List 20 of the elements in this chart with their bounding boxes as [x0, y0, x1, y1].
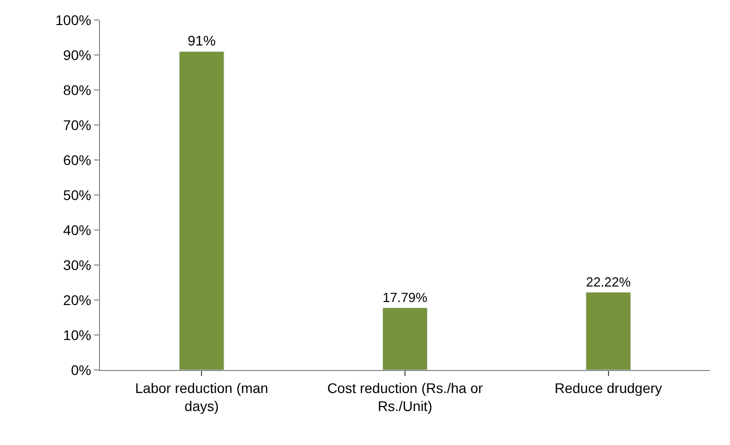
bar [382, 307, 428, 370]
x-tick-label: Cost reduction (Rs./ha or Rs./Unit) [327, 380, 484, 414]
y-tick-label: 60% [63, 152, 92, 168]
y-tick-label: 30% [63, 256, 92, 273]
y-tick-label: 70% [63, 116, 92, 133]
x-tick-label: Labor reduction (man days) [135, 380, 268, 414]
data-label: 22.22% [586, 274, 631, 290]
y-tick-label: 50% [63, 186, 92, 203]
bar [586, 292, 631, 370]
bar [179, 51, 224, 370]
data-label: 91% [188, 32, 216, 48]
y-tick-label: 40% [63, 222, 92, 238]
y-tick-label: 10% [63, 326, 92, 343]
y-tick-label: 90% [63, 46, 92, 63]
y-tick-label: 100% [55, 12, 92, 28]
data-label: 17.79% [382, 290, 428, 305]
x-tick-label: Reduce drudgery [554, 380, 662, 396]
y-tick-label: 80% [63, 82, 92, 98]
y-tick-label: 20% [63, 292, 92, 308]
y-tick-label: 0% [70, 362, 92, 378]
